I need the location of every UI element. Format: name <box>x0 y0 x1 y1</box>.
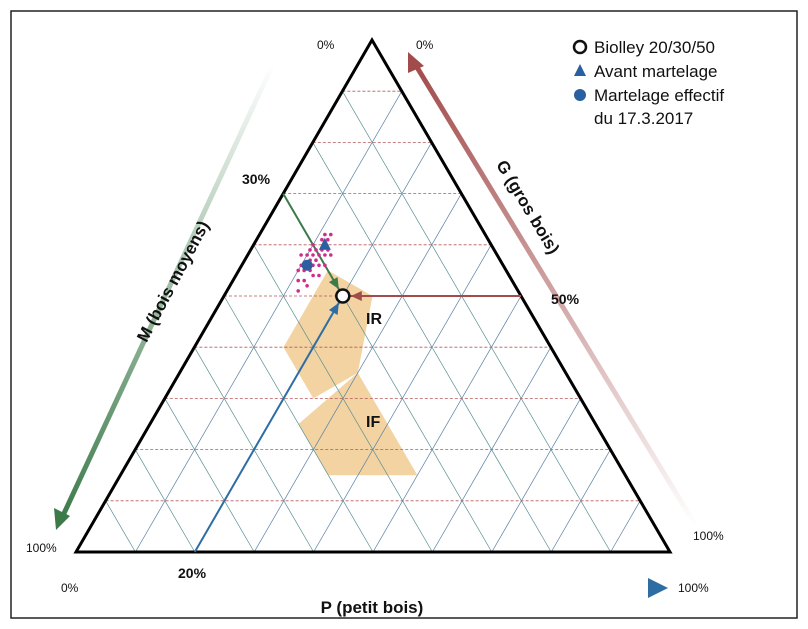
cloud-point <box>314 258 318 263</box>
cloud-point <box>305 284 309 288</box>
grid-line-p <box>135 91 403 553</box>
zone-ir-label: IR <box>366 311 382 328</box>
guide-p-line <box>193 295 344 553</box>
grid-line-p <box>610 500 641 553</box>
guide-g-head <box>350 291 362 301</box>
p-axis-title: P (petit bois) <box>321 598 424 617</box>
cloud-point <box>296 278 301 283</box>
scatter-cloud <box>296 232 333 293</box>
grid-line-p <box>253 193 462 553</box>
cloud-point <box>329 232 333 237</box>
series <box>301 237 351 304</box>
grid-line-p <box>372 295 522 553</box>
m-axis-title: M (bois moyens) <box>133 218 213 345</box>
regions <box>283 270 418 476</box>
g-min-label: 100% <box>693 529 724 543</box>
ref-m-label: 30% <box>242 171 271 187</box>
g-max-label: 0% <box>416 38 434 52</box>
legend-item-after-date: du 17.3.2017 <box>594 109 693 128</box>
cloud-point <box>323 253 327 257</box>
cloud-point <box>296 268 301 273</box>
grid-line-p <box>491 398 581 553</box>
axis-arrow-g <box>408 52 699 528</box>
ref-g-label: 50% <box>551 291 580 307</box>
series-point-before <box>318 237 331 250</box>
guide-p-head <box>328 302 339 315</box>
cloud-point <box>317 253 321 257</box>
zone-if-label: IF <box>366 414 380 431</box>
grid-line-p <box>550 449 611 553</box>
legend: Biolley 20/30/50 Avant martelage Martela… <box>572 38 724 128</box>
cloud-point <box>317 263 321 268</box>
cloud-point <box>326 237 330 242</box>
cloud-point <box>299 253 303 257</box>
cloud-point <box>314 248 318 252</box>
grid-line-p <box>432 347 552 553</box>
grid-line-m <box>164 398 255 553</box>
cloud-point <box>317 273 321 278</box>
cloud-point <box>311 253 315 257</box>
cloud-point <box>296 289 301 293</box>
m-min-label: 0% <box>317 38 335 52</box>
grid-line-m <box>223 295 374 553</box>
cloud-point <box>308 248 312 252</box>
cloud-point <box>329 253 333 257</box>
cloud-point <box>311 273 315 278</box>
cloud-point <box>323 263 327 268</box>
legend-marker-reference <box>572 39 588 55</box>
cloud-point <box>320 237 324 242</box>
series-point-after <box>301 259 313 271</box>
grid-line-m <box>105 500 136 553</box>
m-max-label: 100% <box>26 541 57 555</box>
ref-p-label: 20% <box>178 565 207 581</box>
cloud-point <box>323 232 327 237</box>
reference-point <box>335 288 351 304</box>
axis-arrow-p <box>112 578 668 598</box>
legend-marker-after <box>574 89 586 101</box>
legend-item-reference: Biolley 20/30/50 <box>594 38 715 57</box>
region-ir <box>283 270 373 399</box>
guide-m-head <box>328 277 339 290</box>
grid-line-m <box>134 449 196 553</box>
legend-item-after: Martelage effectif <box>594 86 724 105</box>
cloud-point <box>305 253 309 257</box>
grid-line-m <box>342 91 611 553</box>
p-max-label: 100% <box>678 581 709 595</box>
cloud-point <box>302 278 307 283</box>
legend-item-before: Avant martelage <box>594 62 717 81</box>
chart-frame <box>10 10 798 619</box>
cloud-point <box>311 243 315 247</box>
p-min-label: 0% <box>61 581 79 595</box>
axis-arrow-m <box>54 62 276 530</box>
legend-marker-before <box>574 64 586 76</box>
